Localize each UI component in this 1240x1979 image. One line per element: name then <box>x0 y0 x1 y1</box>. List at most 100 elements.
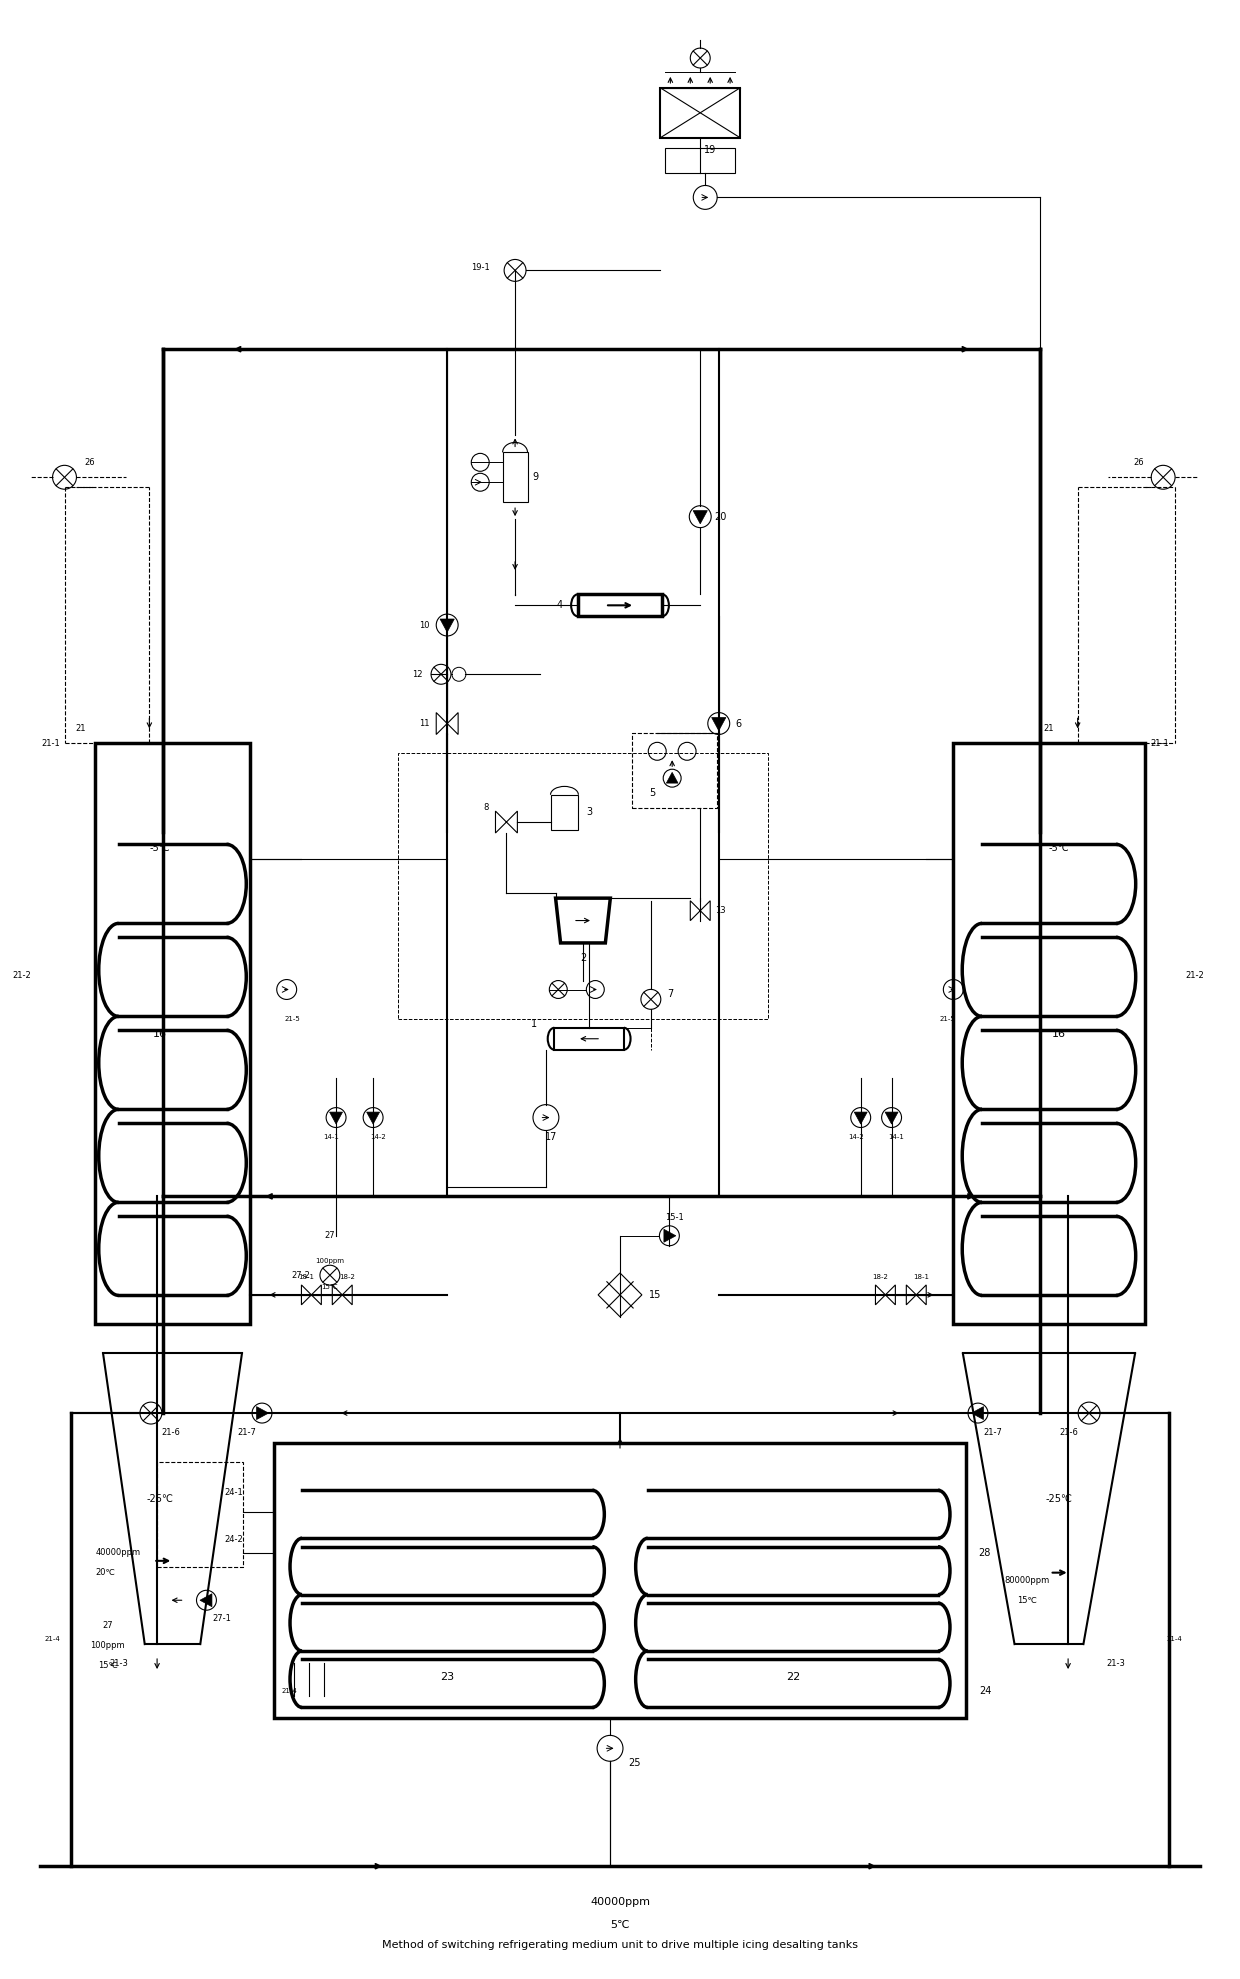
Text: 21-3: 21-3 <box>109 1660 128 1668</box>
Text: 100ppm: 100ppm <box>91 1641 125 1650</box>
Bar <box>95 744 249 1324</box>
Text: 19: 19 <box>704 144 717 154</box>
Bar <box>578 594 662 615</box>
Polygon shape <box>971 1407 983 1419</box>
Text: 15℃: 15℃ <box>1018 1595 1038 1605</box>
Text: 14-1: 14-1 <box>889 1134 904 1140</box>
Text: 21-6: 21-6 <box>161 1429 180 1437</box>
Text: 15℃: 15℃ <box>98 1660 118 1670</box>
Polygon shape <box>367 1112 379 1124</box>
Text: 4: 4 <box>557 600 563 610</box>
Text: 20: 20 <box>714 513 727 522</box>
Polygon shape <box>693 511 707 524</box>
Text: 19-1: 19-1 <box>471 263 490 271</box>
Text: 12: 12 <box>413 669 423 679</box>
Text: 7: 7 <box>667 990 673 999</box>
Text: 23: 23 <box>440 1672 454 1682</box>
Text: 15: 15 <box>649 1290 661 1300</box>
Text: 24: 24 <box>980 1686 992 1696</box>
Text: 18-2: 18-2 <box>873 1274 888 1280</box>
Text: 15℃: 15℃ <box>321 1284 339 1290</box>
Bar <box>398 754 768 1019</box>
Polygon shape <box>257 1407 269 1419</box>
Text: 80000ppm: 80000ppm <box>1004 1575 1050 1585</box>
Text: 17: 17 <box>544 1132 557 1142</box>
Bar <box>274 1443 966 1718</box>
Text: 10: 10 <box>419 621 429 629</box>
Text: 27-1: 27-1 <box>212 1613 231 1623</box>
Text: 21-1: 21-1 <box>1151 738 1169 748</box>
Polygon shape <box>875 1284 895 1304</box>
Bar <box>632 734 717 807</box>
Polygon shape <box>200 1593 212 1607</box>
Text: -5℃: -5℃ <box>150 843 171 853</box>
Text: 14-2: 14-2 <box>371 1134 386 1140</box>
Text: 21-4: 21-4 <box>281 1688 298 1694</box>
Polygon shape <box>436 712 458 734</box>
Polygon shape <box>691 900 711 920</box>
Bar <box>157 1462 243 1567</box>
Text: -25℃: -25℃ <box>1045 1494 1073 1504</box>
Text: 27: 27 <box>325 1231 335 1241</box>
Bar <box>554 1027 624 1049</box>
Text: 21-1: 21-1 <box>42 738 61 748</box>
Text: 18-1: 18-1 <box>913 1274 929 1280</box>
Text: 24-2: 24-2 <box>224 1534 243 1544</box>
Text: 21: 21 <box>1044 724 1054 732</box>
Text: 15-1: 15-1 <box>665 1213 683 1223</box>
Text: 13: 13 <box>714 906 725 914</box>
Text: 21-4: 21-4 <box>1167 1637 1183 1643</box>
Text: 1: 1 <box>531 1019 537 1029</box>
Text: 40000ppm: 40000ppm <box>590 1896 650 1906</box>
Text: 21: 21 <box>76 724 86 732</box>
Text: 8: 8 <box>484 803 489 811</box>
Polygon shape <box>301 1284 321 1304</box>
Text: 26: 26 <box>84 457 94 467</box>
Text: 21-7: 21-7 <box>983 1429 1002 1437</box>
Text: 16: 16 <box>1052 1029 1065 1039</box>
Text: 18-2: 18-2 <box>340 1274 355 1280</box>
Text: 28: 28 <box>978 1548 991 1557</box>
Bar <box>551 796 578 829</box>
Text: 20℃: 20℃ <box>95 1567 115 1577</box>
Text: 22: 22 <box>786 1672 800 1682</box>
Text: 21-3: 21-3 <box>1106 1660 1126 1668</box>
Text: 27-2: 27-2 <box>291 1271 310 1280</box>
Text: 9: 9 <box>532 473 538 483</box>
Bar <box>502 453 527 503</box>
Text: 16: 16 <box>154 1029 167 1039</box>
Text: 24-1: 24-1 <box>224 1488 243 1496</box>
Polygon shape <box>496 811 517 833</box>
Text: 18-1: 18-1 <box>299 1274 315 1280</box>
Text: -25℃: -25℃ <box>146 1494 174 1504</box>
Text: 21-5: 21-5 <box>939 1015 955 1021</box>
Text: 6: 6 <box>735 718 742 728</box>
Bar <box>954 744 1145 1324</box>
Bar <box>666 148 735 172</box>
Text: 40000ppm: 40000ppm <box>95 1548 140 1557</box>
Polygon shape <box>885 1112 898 1124</box>
Text: 21-4: 21-4 <box>45 1637 61 1643</box>
Text: 26: 26 <box>1133 457 1143 467</box>
Text: 11: 11 <box>419 718 429 728</box>
Text: Method of switching refrigerating medium unit to drive multiple icing desalting : Method of switching refrigerating medium… <box>382 1939 858 1949</box>
Polygon shape <box>440 619 454 631</box>
Text: 3: 3 <box>587 807 593 817</box>
Text: 5℃: 5℃ <box>610 1920 630 1930</box>
Text: 100ppm: 100ppm <box>315 1259 345 1265</box>
Polygon shape <box>712 718 725 730</box>
Text: 5: 5 <box>649 788 656 798</box>
Text: 21-2: 21-2 <box>12 972 31 980</box>
Text: 25: 25 <box>629 1757 641 1769</box>
Polygon shape <box>332 1284 352 1304</box>
Text: 2: 2 <box>580 952 587 964</box>
Text: 14-2: 14-2 <box>848 1134 863 1140</box>
Polygon shape <box>666 772 678 784</box>
Polygon shape <box>906 1284 926 1304</box>
Polygon shape <box>663 1229 676 1243</box>
Text: 21-6: 21-6 <box>1060 1429 1079 1437</box>
Text: 27: 27 <box>103 1621 113 1631</box>
Text: 14-1: 14-1 <box>324 1134 339 1140</box>
Polygon shape <box>330 1112 342 1124</box>
Text: 21-2: 21-2 <box>1185 972 1204 980</box>
